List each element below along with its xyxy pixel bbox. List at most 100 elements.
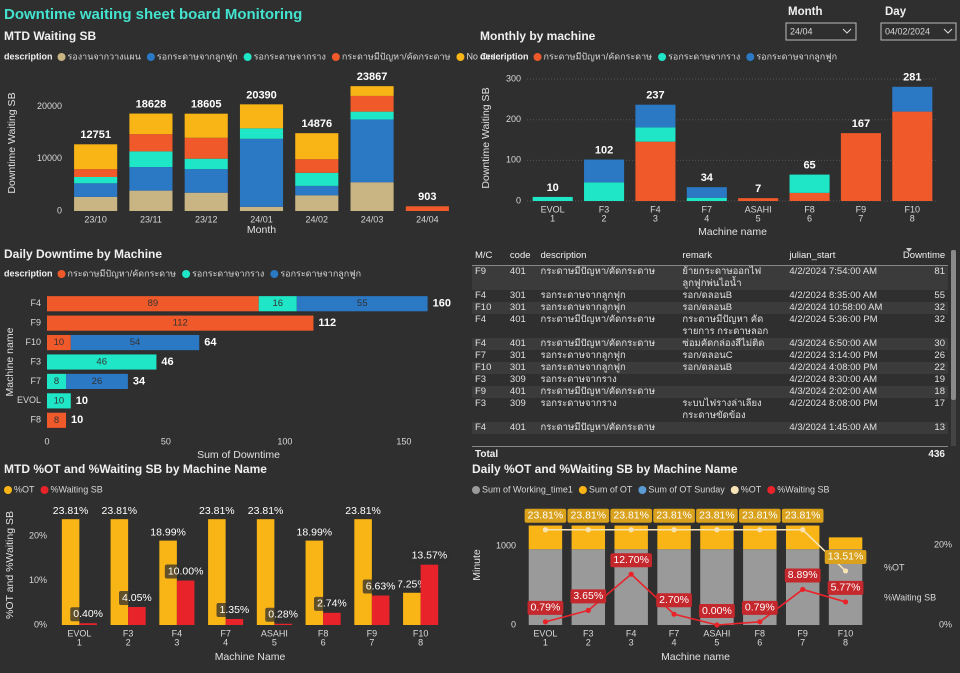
bar-segment: [258, 296, 297, 312]
line-point: [542, 527, 549, 533]
scroll-thumb[interactable]: [951, 250, 956, 400]
legend-label: กระดาษมีปัญหา/คัดกระดาษ: [544, 51, 653, 61]
bar-segment: [635, 104, 676, 128]
filter-value[interactable]: 24/04: [790, 26, 813, 36]
filter-label: Day: [885, 6, 907, 18]
table-cell: 26: [934, 350, 945, 361]
data-label: 23.81%: [785, 510, 821, 522]
table-cell: 4/2/2024 7:54:00 AM: [786, 265, 900, 290]
y-tick-label: 0: [511, 619, 516, 629]
data-label: 23.81%: [742, 510, 778, 522]
x-tick-label: 50: [161, 436, 171, 446]
data-label: 6.63%: [366, 580, 396, 592]
bar-segment: [184, 158, 228, 170]
bar-segment: [184, 113, 228, 138]
bar: [208, 519, 226, 625]
y-tick-label: 300: [506, 73, 521, 83]
bar-segment: [350, 111, 394, 120]
legend-marker: [270, 270, 279, 278]
bar-segment: [828, 537, 863, 550]
total-label: Total: [475, 449, 499, 460]
bar-segment: [657, 525, 691, 550]
segment-label: 89: [148, 298, 159, 309]
data-label: 0.79%: [745, 602, 775, 614]
table-cell: กระดาษมีปัญหา/คัดกระดาษ: [537, 422, 680, 434]
data-label-box: [739, 508, 781, 523]
bar-segment: [70, 334, 200, 351]
bar-segment: [295, 185, 339, 196]
line: [545, 573, 846, 626]
data-label-box: [741, 600, 778, 615]
filter-dropdown[interactable]: [880, 22, 957, 41]
bar-segment: [743, 525, 777, 550]
scrollbar[interactable]: [951, 250, 956, 446]
x-tick-label: 24/03: [361, 214, 384, 224]
legend-label: รอกระดาษจากลูกฟูก: [280, 268, 361, 279]
line-point: [800, 527, 806, 533]
bar-segment: [700, 525, 734, 550]
table-cell: 32: [899, 302, 948, 314]
total-label: 18605: [191, 99, 222, 111]
data-label-box: [265, 607, 302, 622]
total-label: 14876: [301, 118, 332, 130]
x-tick-label: F4: [650, 204, 661, 214]
legend-marker: [746, 53, 755, 61]
table-cell: F9: [472, 386, 507, 398]
table-cell: ระบบไฟรางล่าเลียง กระดาษขัดข้อง: [682, 398, 762, 421]
dropdown-chevron[interactable]: [842, 28, 852, 34]
x-tick-label: F4: [172, 628, 183, 638]
chart-title: MTD Waiting SB: [4, 29, 97, 43]
chart-title: Daily Downtime by Machine: [4, 247, 162, 261]
table-cell: [679, 422, 787, 434]
total-label: 18628: [136, 98, 167, 110]
detail-table-wrap: M/C code description remark julian_start Down…: [472, 248, 948, 446]
bar-segment: [47, 296, 259, 312]
legend-label: Sum of Working_time1: [482, 484, 573, 494]
bar: [305, 540, 324, 625]
legend-title: description: [480, 51, 529, 61]
dropdown-chevron[interactable]: [943, 28, 953, 34]
legend-label: Sum of OT: [589, 484, 633, 494]
table-row: F4 401 กระดาษมีปัญหา/คัดกระดาษ กระดาษมีปัญห…: [472, 314, 948, 338]
filter-value[interactable]: 04/02/2024: [885, 26, 930, 36]
table-cell: 4/2/2024 8:35:00 AM: [789, 290, 878, 301]
table-row: F4 401 กระดาษมีปัญหา/คัดกระดาษ ซ่อมคัดกล่อง…: [472, 338, 948, 350]
data-label: 1.35%: [220, 604, 250, 616]
bar-segment: [296, 296, 428, 312]
bar-segment: [350, 86, 394, 96]
line-point: [757, 619, 763, 625]
bar: [354, 519, 372, 625]
data-label-box: [824, 549, 867, 564]
x-tick-sublabel: 6: [321, 637, 326, 647]
y-tick-label: 0%: [939, 619, 952, 629]
data-label: 4.05%: [122, 592, 152, 604]
table-cell: รอกระดาษจากลูกฟูก: [537, 302, 680, 314]
total-label: 34: [701, 172, 714, 184]
table-cell: รอกระดาษจากลูกฟูก: [537, 362, 680, 374]
x-axis-label: Machine name: [698, 226, 767, 238]
table-row: F7 301 รอกระดาษจากลูกฟูก รอก/ดลอนC 4/2/2024 …: [472, 350, 948, 362]
bar-segment: [239, 206, 284, 211]
x-tick-sublabel: 4: [672, 637, 677, 647]
legend-title: description: [4, 51, 53, 61]
table-row: F10 301 รอกระดาษจากลูกฟูก รอก/ดลอนB 4/2/2024…: [472, 302, 948, 314]
table-cell: 309: [509, 374, 526, 385]
table-cell: 4/2/2024 4:08:00 PM: [786, 362, 900, 374]
chart-title: Daily %OT and %Waiting SB by Machine Nam…: [472, 462, 738, 476]
bar: [371, 595, 390, 625]
line-point: [757, 527, 763, 533]
y-tick-label: 100: [506, 155, 521, 165]
bar-segment: [789, 174, 830, 193]
data-label-box: [527, 600, 564, 615]
data-label: 13.57%: [412, 549, 448, 561]
table-cell: 4/2/2024 8:30:00 AM: [789, 374, 878, 385]
filter-dropdown[interactable]: [785, 22, 857, 41]
data-label: 0.00%: [702, 605, 732, 617]
data-label: 8.89%: [788, 569, 818, 581]
x-axis-label: Machine name: [661, 651, 730, 663]
bar-segment: [785, 525, 820, 550]
x-tick-label: F7: [220, 628, 231, 638]
legend-marker: [146, 53, 155, 61]
data-label: 23.81%: [613, 510, 649, 522]
